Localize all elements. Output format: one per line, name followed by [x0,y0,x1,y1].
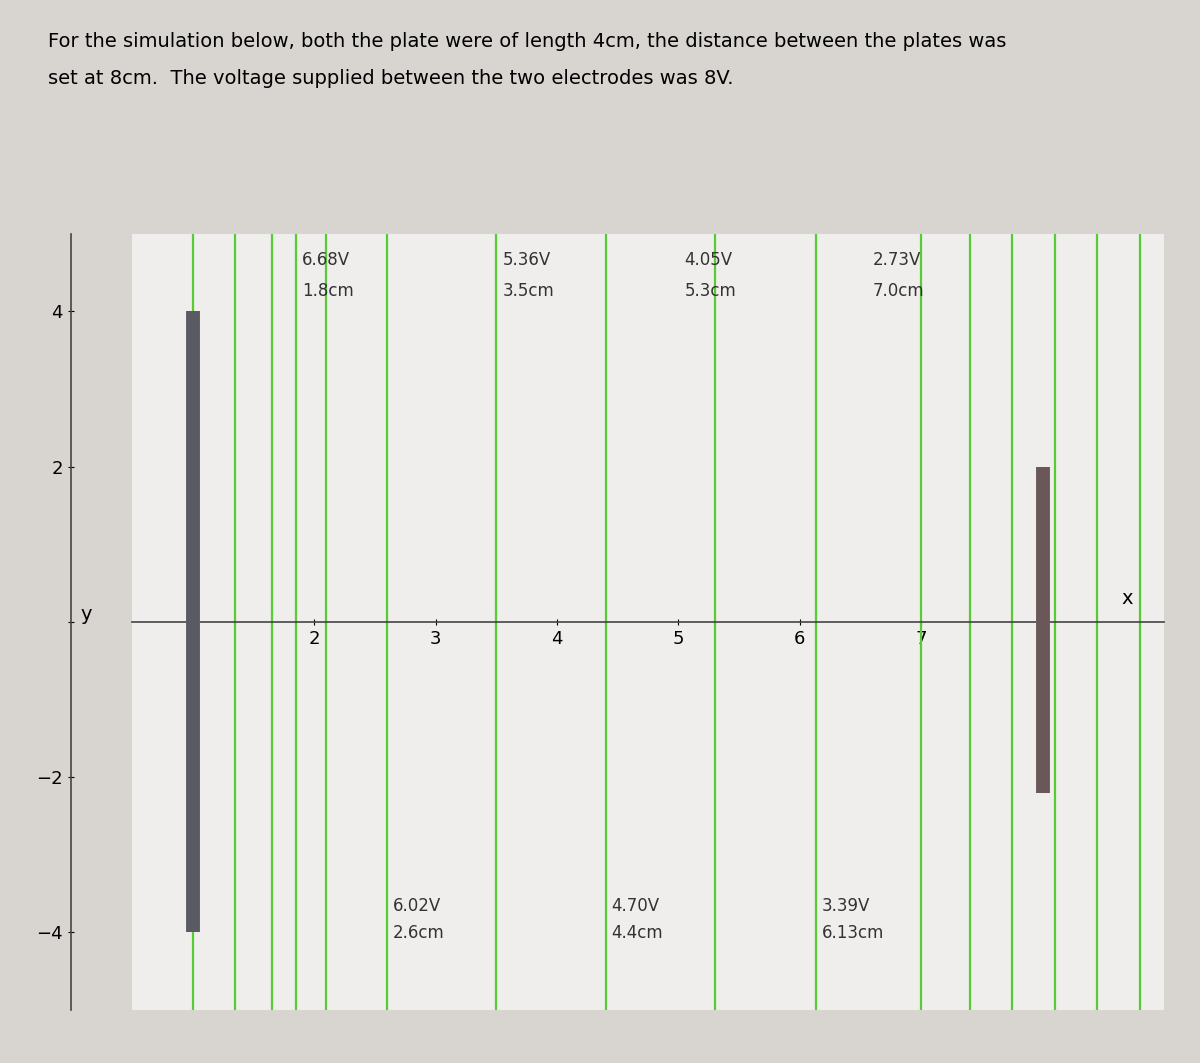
Text: 6.13cm: 6.13cm [822,925,884,943]
Text: 2.73V: 2.73V [872,251,920,269]
Text: 4.70V: 4.70V [612,897,660,915]
Text: y: y [80,605,91,624]
Text: set at 8cm.  The voltage supplied between the two electrodes was 8V.: set at 8cm. The voltage supplied between… [48,69,733,88]
Text: 5.3cm: 5.3cm [684,282,736,300]
Text: 6.02V: 6.02V [394,897,442,915]
Text: 5.36V: 5.36V [503,251,551,269]
Text: 2.6cm: 2.6cm [394,925,445,943]
Text: 4.4cm: 4.4cm [612,925,664,943]
Text: 6.68V: 6.68V [302,251,350,269]
Text: For the simulation below, both the plate were of length 4cm, the distance betwee: For the simulation below, both the plate… [48,32,1007,51]
Text: 3.5cm: 3.5cm [503,282,554,300]
Text: 4.05V: 4.05V [684,251,732,269]
Text: x: x [1122,589,1133,608]
Text: 7.0cm: 7.0cm [872,282,924,300]
Text: 3.39V: 3.39V [822,897,870,915]
Text: 1.8cm: 1.8cm [302,282,354,300]
